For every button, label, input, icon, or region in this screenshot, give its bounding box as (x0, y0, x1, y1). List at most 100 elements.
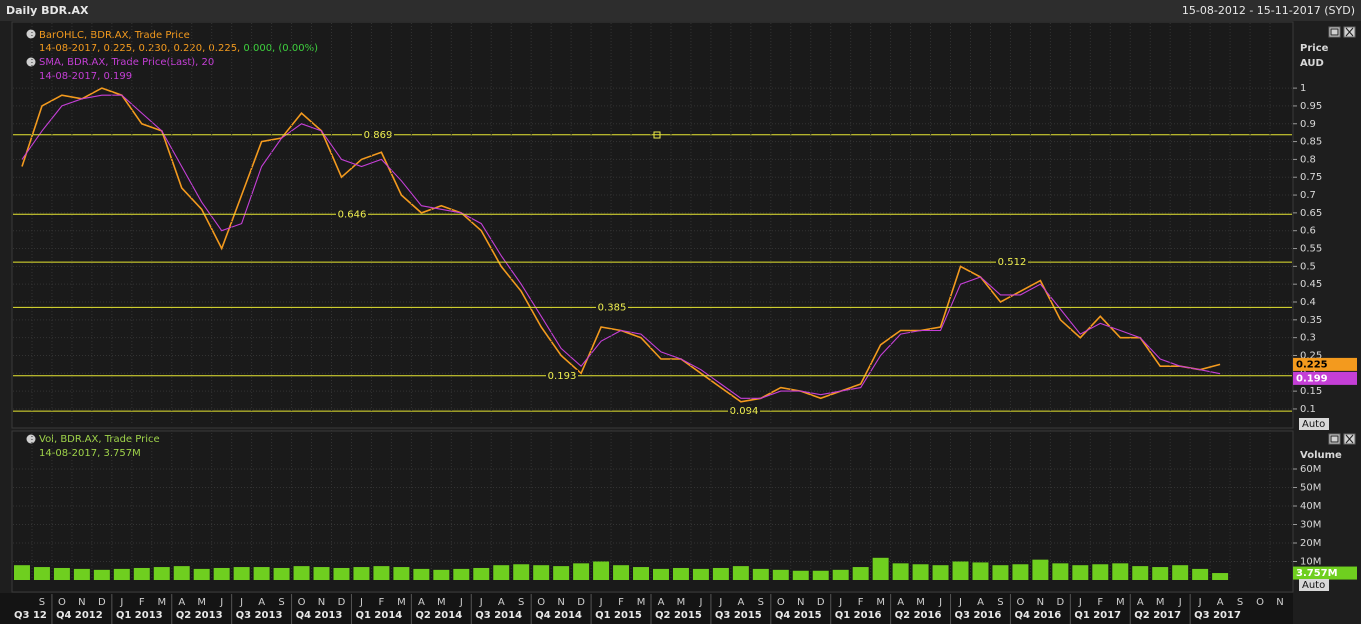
y-tick-label: 60M (1300, 464, 1321, 475)
quarter-label: Q2 2016 (895, 610, 942, 621)
month-label: S (39, 597, 45, 608)
axis-title: Volume (1300, 450, 1342, 461)
volume-bar (1012, 564, 1029, 580)
volume-bar (1152, 567, 1169, 580)
month-label: A (737, 597, 744, 608)
legend-name: SMA, BDR.AX, Trade Price(Last), 20 (39, 57, 214, 68)
month-label: M (1116, 597, 1125, 608)
volume-bar (213, 567, 230, 580)
y-tick-label: 0.75 (1300, 172, 1322, 183)
month-label: N (1037, 597, 1044, 608)
maximize-button[interactable] (1328, 26, 1341, 38)
y-tick-label: 0.55 (1300, 244, 1322, 255)
autoscale-label: Auto (1302, 580, 1325, 591)
volume-bar (53, 567, 70, 580)
volume-bar (1052, 563, 1069, 580)
legend-icon[interactable] (26, 57, 36, 67)
autoscale-label: Auto (1302, 419, 1325, 430)
y-tick-label: 0.4 (1300, 297, 1316, 308)
legend-readout: 14-08-2017, 0.225, 0.230, 0.220, 0.225, … (39, 43, 318, 54)
month-label: S (1237, 597, 1243, 608)
y-tick-label: 40M (1300, 501, 1321, 512)
month-label: S (278, 597, 284, 608)
level-label-bg (362, 128, 394, 141)
month-label: J (1078, 597, 1082, 608)
quarter-label: Q2 2014 (415, 610, 462, 621)
autoscale-button[interactable] (1299, 579, 1329, 591)
quarter-label: Q4 2013 (296, 610, 343, 621)
month-label: J (938, 597, 942, 608)
volume-bar (872, 557, 889, 580)
axis-title: Price (1300, 43, 1329, 54)
quarter-label: Q2 2015 (655, 610, 702, 621)
readout-values: 14-08-2017, 0.225, 0.230, 0.220, 0.225, (39, 43, 243, 54)
maximize-button[interactable] (1328, 433, 1341, 445)
quarter-label: Q3 2017 (1194, 610, 1241, 621)
window-buttons[interactable] (1328, 26, 1356, 445)
date-range: 15-08-2012 - 15-11-2017 (SYD) (1182, 4, 1355, 17)
month-label: J (958, 597, 962, 608)
month-label: J (239, 597, 243, 608)
volume-bar (493, 565, 510, 580)
legend-icon[interactable] (26, 29, 36, 39)
legend-icon[interactable] (26, 434, 36, 444)
quarter-label: Q1 2013 (116, 610, 163, 621)
y-tick-label: 30M (1300, 520, 1321, 531)
month-label: A (258, 597, 265, 608)
month-label: M (916, 597, 925, 608)
month-label: J (718, 597, 722, 608)
last-value-label: 0.225 (1296, 359, 1328, 370)
y-tick-label: 1 (1300, 83, 1306, 94)
level-label-bg (996, 256, 1028, 269)
month-label: M (437, 597, 446, 608)
y-tick-label: 0.35 (1300, 315, 1322, 326)
month-label: D (817, 597, 825, 608)
legend-readout: 14-08-2017, 3.757M (39, 448, 141, 459)
autoscale-button[interactable] (1299, 418, 1329, 430)
volume-bar (73, 568, 90, 580)
volume-bar (633, 567, 650, 580)
quarter-label: Q4 2016 (1014, 610, 1061, 621)
y-tick-label: 0.45 (1300, 279, 1322, 290)
month-label: J (119, 597, 123, 608)
volume-bar (1072, 565, 1089, 580)
quarter-label: Q3 2015 (715, 610, 762, 621)
month-label: F (858, 597, 864, 608)
month-label: J (359, 597, 363, 608)
volume-bar (652, 568, 669, 580)
quarter-label: Q4 2015 (775, 610, 822, 621)
volume-bar (812, 570, 829, 580)
volume-bar (573, 563, 590, 580)
level-label: 0.646 (338, 209, 367, 220)
readout-change: 0.000, (0.00%) (243, 43, 318, 54)
sma-line (21, 94, 1221, 399)
month-label: J (1178, 597, 1182, 608)
last-value-tag (1293, 371, 1357, 385)
volume-bar (992, 565, 1009, 580)
month-label: N (78, 597, 85, 608)
month-label: A (498, 597, 505, 608)
y-tick-label: 0.6 (1300, 226, 1316, 237)
month-label: J (1198, 597, 1202, 608)
month-label: J (838, 597, 842, 608)
y-tick-label: 0.8 (1300, 154, 1316, 165)
month-label: D (1057, 597, 1065, 608)
volume-bar (712, 567, 729, 580)
volume-bar (253, 567, 270, 580)
last-value-label: 3.757M (1296, 568, 1338, 579)
level-label-bg (596, 301, 628, 314)
y-tick-label: 0.15 (1300, 386, 1322, 397)
month-label: M (1156, 597, 1165, 608)
y-tick-label: 0.3 (1300, 333, 1316, 344)
month-label: D (577, 597, 585, 608)
month-label: J (479, 597, 483, 608)
last-value-tag (1293, 357, 1357, 371)
volume-bar (353, 567, 370, 580)
quarter-label: Q1 2014 (355, 610, 402, 621)
y-tick-label: 0.9 (1300, 119, 1316, 130)
x-axis-band (0, 593, 1293, 624)
volume-bar (672, 567, 689, 580)
month-label: S (518, 597, 524, 608)
y-tick-label: 50M (1300, 483, 1321, 494)
volume-bar (1212, 573, 1229, 580)
